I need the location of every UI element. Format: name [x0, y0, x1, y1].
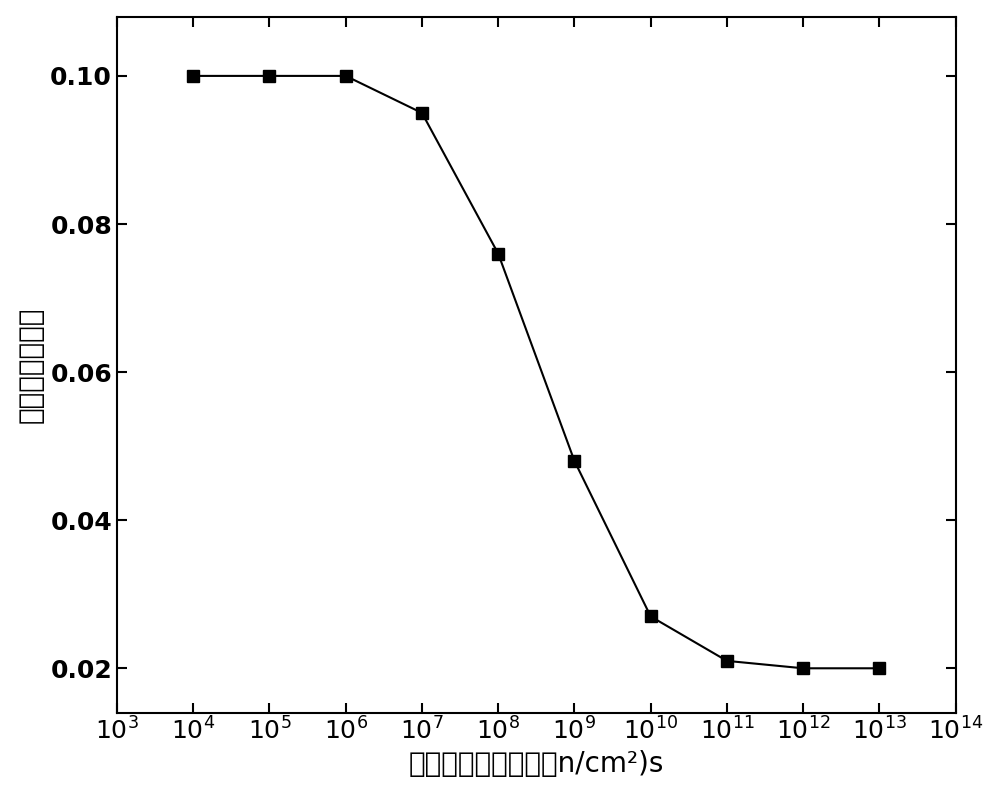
- Y-axis label: 稳定缺陷的产率: 稳定缺陷的产率: [17, 307, 45, 423]
- X-axis label: 中子的辐照注量率（n/cm²)s: 中子的辐照注量率（n/cm²)s: [409, 750, 664, 778]
